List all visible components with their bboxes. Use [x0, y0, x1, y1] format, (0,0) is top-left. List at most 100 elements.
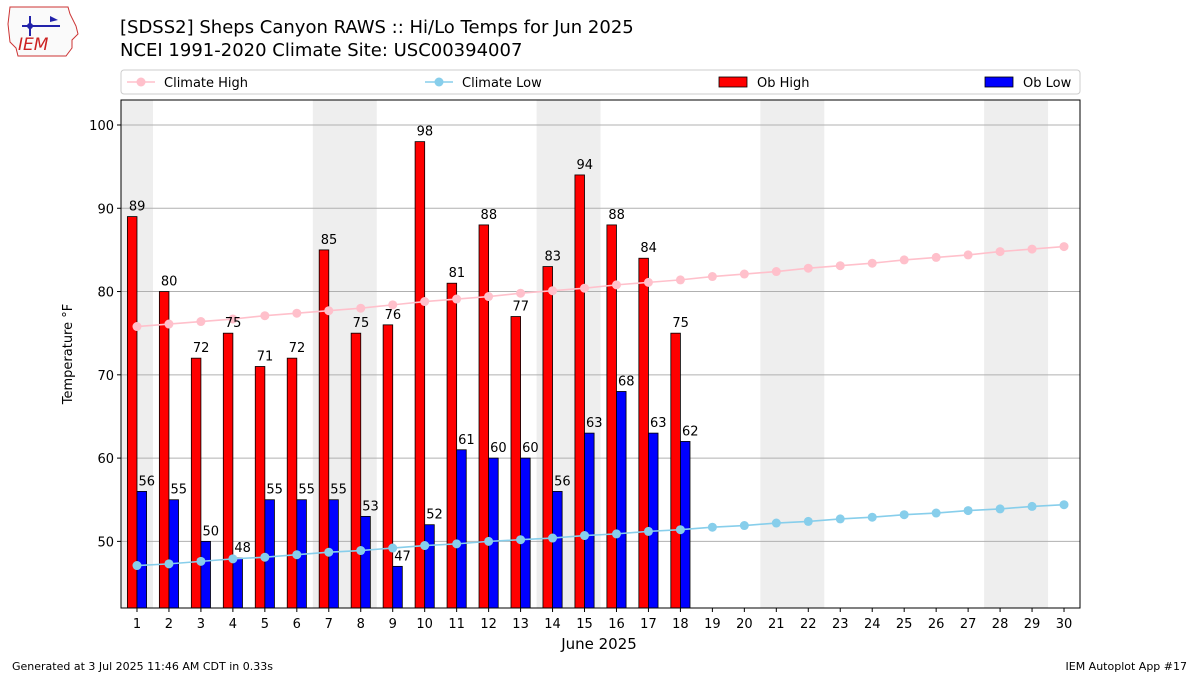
climate-low-point: [643, 526, 653, 536]
x-tick-label: 11: [448, 617, 465, 632]
x-tick-label: 24: [864, 617, 881, 632]
x-tick-label: 2: [165, 617, 173, 632]
x-tick-label: 4: [229, 617, 237, 632]
climate-high-point: [931, 252, 941, 262]
climate-high-point: [324, 306, 334, 316]
x-tick-label: 25: [896, 617, 913, 632]
legend-label: Ob Low: [1023, 76, 1072, 91]
climate-low-point: [356, 546, 366, 556]
ob-high-label: 72: [289, 341, 306, 356]
ob-high-bar: [638, 257, 649, 609]
x-tick-label: 15: [576, 617, 593, 632]
legend-label: Climate High: [164, 76, 248, 91]
ob-high-label: 83: [544, 250, 561, 265]
climate-low-point: [995, 504, 1005, 514]
x-tick-label: 29: [1024, 617, 1041, 632]
x-tick-label: 26: [928, 617, 945, 632]
weekend-band: [760, 100, 825, 608]
ob-high-bar: [670, 332, 681, 609]
climate-low-point: [899, 510, 909, 520]
ob-high-label: 89: [129, 200, 146, 215]
ob-high-label: 85: [321, 233, 338, 248]
ob-low-label: 61: [458, 433, 475, 448]
legend-swatch: [718, 76, 748, 88]
x-tick-label: 7: [325, 617, 333, 632]
ob-high-label: 88: [608, 208, 625, 223]
ob-high-label: 75: [225, 316, 242, 331]
ob-high-bar: [350, 332, 362, 609]
logo-text: IEM: [18, 35, 49, 55]
climate-low-point: [292, 550, 302, 560]
climate-high-point: [388, 300, 398, 310]
ob-high-bar: [542, 266, 553, 609]
climate-high-point: [899, 255, 909, 265]
x-tick-label: 30: [1056, 617, 1073, 632]
climate-low-point: [516, 535, 526, 545]
ob-high-label: 88: [481, 208, 498, 223]
ob-low-bar: [232, 557, 243, 609]
climate-high-point: [132, 322, 142, 332]
climate-high-point: [420, 297, 430, 307]
climate-low-point: [675, 525, 685, 535]
climate-low-point: [739, 521, 749, 531]
climate-low-point: [931, 508, 941, 518]
weekend-band: [984, 100, 1049, 608]
legend-swatch: [984, 76, 1014, 88]
ob-low-label: 63: [650, 416, 667, 431]
climate-high-point: [835, 261, 845, 271]
climate-high-point: [516, 288, 526, 298]
ob-low-bar: [584, 432, 595, 609]
ob-high-label: 76: [385, 308, 402, 323]
ob-low-bar: [680, 441, 691, 609]
app-label: IEM Autoplot App #17: [1065, 660, 1188, 673]
x-tick-label: 3: [197, 617, 205, 632]
climate-low-point: [196, 556, 206, 566]
x-tick-label: 1: [133, 617, 141, 632]
climate-low-point: [164, 559, 174, 569]
x-tick-label: 19: [704, 617, 721, 632]
x-tick-label: 17: [640, 617, 657, 632]
ob-low-label: 55: [170, 483, 187, 498]
x-tick-label: 9: [389, 617, 397, 632]
climate-high-point: [963, 250, 973, 260]
ob-high-bar: [414, 141, 426, 609]
x-tick-label: 21: [768, 617, 785, 632]
x-tick-label: 22: [800, 617, 817, 632]
climate-low-point: [388, 543, 398, 553]
climate-high-point: [611, 280, 621, 290]
climate-low-point: [324, 547, 334, 557]
climate-low-point: [548, 533, 558, 543]
ob-high-bar: [574, 174, 585, 609]
climate-low-point: [228, 554, 238, 564]
ob-low-bar: [488, 457, 499, 609]
climate-high-point: [484, 292, 494, 302]
ob-low-bar: [520, 457, 531, 609]
climate-low-point: [452, 539, 462, 549]
climate-high-point: [707, 272, 717, 282]
iem-logo: IEM: [7, 6, 79, 57]
climate-high-point: [580, 283, 590, 293]
climate-high-point: [771, 267, 781, 277]
climate-low-point: [1059, 500, 1069, 510]
chart-subtitle: NCEI 1991-2020 Climate Site: USC00394007: [120, 40, 523, 61]
plot-frame: [120, 99, 1081, 609]
ob-low-label: 47: [394, 549, 411, 564]
ob-low-label: 55: [266, 483, 283, 498]
ob-high-bar: [286, 357, 298, 609]
climate-high-point: [675, 275, 685, 285]
x-axis-label: June 2025: [560, 635, 637, 653]
climate-low-line: [136, 503, 1065, 567]
climate-high-point: [1027, 244, 1037, 254]
legend-label: Climate Low: [462, 76, 542, 91]
x-tick-label: 8: [357, 617, 365, 632]
x-tick-label: 16: [608, 617, 625, 632]
climate-high-point: [260, 311, 270, 321]
ob-high-label: 81: [449, 266, 466, 281]
ob-low-bar: [456, 449, 467, 609]
climate-high-point: [452, 294, 462, 304]
x-tick-label: 18: [672, 617, 689, 632]
ob-low-label: 62: [682, 424, 699, 439]
climate-high-point: [803, 263, 813, 273]
ob-low-bar: [392, 565, 403, 609]
